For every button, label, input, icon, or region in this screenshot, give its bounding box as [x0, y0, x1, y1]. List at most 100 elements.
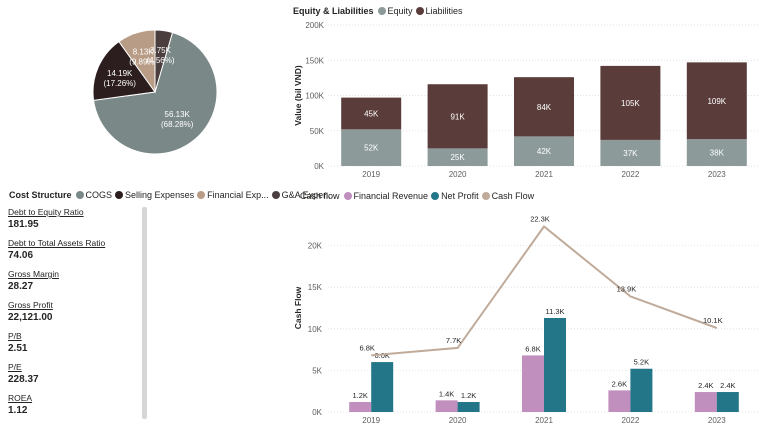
financial-revenue-swatch: [343, 192, 352, 200]
kpi-label[interactable]: Gross Margin: [8, 269, 60, 279]
legend-item-equity[interactable]: Equity: [377, 6, 413, 16]
pie-slice-cogs: [93, 31, 218, 155]
legend-item-selling[interactable]: Selling Expenses: [115, 190, 194, 200]
pie-slice-selling-expenses: [92, 40, 156, 101]
bar-data-label: 84K: [537, 103, 552, 112]
net-profit-bar: [457, 402, 480, 412]
financial-revenue-bar: [349, 402, 372, 412]
equity-liabilities-legend: Equity & Liabilities Equity Liabilities: [293, 6, 466, 16]
liabilities-bar: [600, 65, 661, 140]
kpi-label[interactable]: P/E: [8, 362, 22, 372]
x-tick-label: 2022: [622, 170, 640, 179]
x-tick-label: 2019: [362, 170, 380, 179]
kpi-pe: P/E 228.37: [8, 362, 144, 385]
cost-structure-legend: Cost Structure COGS Selling Expenses Fin…: [9, 190, 339, 200]
bar-data-label: 105K: [621, 99, 640, 108]
financial-exp-swatch: [197, 191, 206, 199]
kpi-value: 22,121.00: [8, 312, 53, 323]
y-tick-label: 200K: [305, 21, 324, 30]
equity-bar: [514, 136, 574, 166]
equity-bar: [427, 148, 488, 166]
x-tick-label: 2019: [362, 416, 380, 425]
legend-item-net-profit[interactable]: Net Profit: [431, 191, 479, 201]
legend-label-liabilities: Liabilities: [425, 6, 463, 16]
legend-item-liabilities[interactable]: Liabilities: [415, 6, 463, 16]
bar-data-label: 42K: [537, 147, 552, 156]
legend-label-cogs: COGS: [85, 190, 113, 200]
line-data-label: 7.7K: [446, 336, 461, 345]
pie-value-label: 14.19K: [107, 69, 133, 78]
liabilities-bar: [514, 77, 574, 137]
kpi-label[interactable]: Gross Profit: [8, 300, 53, 310]
ga-exp-swatch: [271, 191, 280, 199]
y-tick-label: 150K: [305, 56, 324, 65]
legend-item-ga-exp[interactable]: G&A Expen...: [271, 190, 336, 200]
liabilities-bar: [686, 62, 747, 140]
kpi-roea: ROEA 1.12: [8, 393, 144, 416]
kpi-debt-to-total-assets: Debt to Total Assets Ratio 74.06: [8, 238, 144, 261]
y-tick-label: 20K: [308, 242, 323, 251]
kpi-scrollbar[interactable]: [142, 207, 147, 419]
financial-revenue-bar: [522, 355, 544, 412]
equity-bar: [686, 139, 747, 166]
kpi-value: 228.37: [8, 374, 39, 385]
bar-data-label: 1.2K: [352, 391, 367, 400]
kpi-value: 74.06: [8, 250, 34, 261]
legend-label-financial-revenue: Financial Revenue: [353, 191, 429, 201]
line-data-label: 10.1K: [703, 316, 723, 325]
x-tick-label: 2023: [708, 170, 726, 179]
kpi-panel: Debt to Equity Ratio 181.95 Debt to Tota…: [8, 207, 144, 421]
kpi-label[interactable]: ROEA: [8, 393, 33, 403]
legend-item-cogs[interactable]: COGS: [75, 190, 113, 200]
y-tick-label: 100K: [305, 92, 324, 101]
financial-revenue-bar: [694, 392, 717, 412]
x-tick-label: 2021: [535, 170, 553, 179]
kpi-label[interactable]: Debt to Total Assets Ratio: [8, 238, 106, 248]
bar-data-label: 45K: [364, 109, 379, 118]
x-tick-label: 2021: [535, 416, 553, 425]
selling-swatch: [115, 191, 124, 199]
x-tick-label: 2020: [449, 170, 467, 179]
y-tick-label: 10K: [308, 325, 323, 334]
bar-data-label: 2.6K: [612, 379, 627, 388]
equity-swatch: [377, 7, 386, 15]
cogs-swatch: [75, 191, 84, 199]
legend-item-financial-exp[interactable]: Financial Exp...: [197, 190, 269, 200]
bar-data-label: 2.4K: [698, 381, 713, 390]
kpi-pb: P/B 2.51: [8, 331, 144, 354]
cash-flow-legend-title: Cash flow: [300, 191, 340, 201]
kpi-label[interactable]: P/B: [8, 331, 22, 341]
line-data-label: 13.9K: [617, 284, 637, 293]
net-profit-bar: [371, 362, 394, 412]
bar-data-label: 38K: [710, 149, 725, 158]
bar-data-label: 91K: [450, 112, 465, 121]
pie-percent-label: (9.89%): [129, 57, 157, 66]
financial-revenue-bar: [435, 400, 458, 412]
legend-label-ga-exp: G&A Expen...: [281, 190, 336, 200]
equity-liabilities-title: Equity & Liabilities: [293, 6, 374, 16]
y-tick-label: 0K: [312, 408, 322, 417]
cash-flow-legend: Cash flow Financial Revenue Net Profit C…: [300, 191, 537, 201]
kpi-value: 2.51: [8, 343, 28, 354]
pie-percent-label: (17.26%): [103, 79, 136, 88]
x-tick-label: 2023: [708, 416, 726, 425]
legend-item-financial-revenue[interactable]: Financial Revenue: [343, 191, 429, 201]
legend-item-cash-flow[interactable]: Cash Flow: [481, 191, 534, 201]
x-tick-label: 2020: [449, 416, 467, 425]
net-profit-bar: [716, 392, 739, 412]
equity-bar: [341, 129, 402, 166]
y-axis-title: Value (bil VND): [293, 65, 303, 126]
y-tick-label: 5K: [312, 366, 322, 375]
y-tick-label: 0K: [314, 162, 324, 171]
pie-value-label: 3.75K: [150, 46, 172, 55]
kpi-value: 1.12: [8, 405, 28, 416]
kpi-debt-to-equity: Debt to Equity Ratio 181.95: [8, 207, 144, 230]
kpi-gross-margin: Gross Margin 28.27: [8, 269, 144, 292]
bar-data-label: 25K: [450, 153, 465, 162]
equity-bar: [600, 139, 661, 166]
pie-percent-label: (4.56%): [146, 56, 174, 65]
bar-data-label: 11.3K: [545, 307, 564, 316]
x-tick-label: 2022: [622, 416, 640, 425]
legend-label-financial-exp: Financial Exp...: [207, 190, 269, 200]
kpi-label[interactable]: Debt to Equity Ratio: [8, 207, 84, 217]
